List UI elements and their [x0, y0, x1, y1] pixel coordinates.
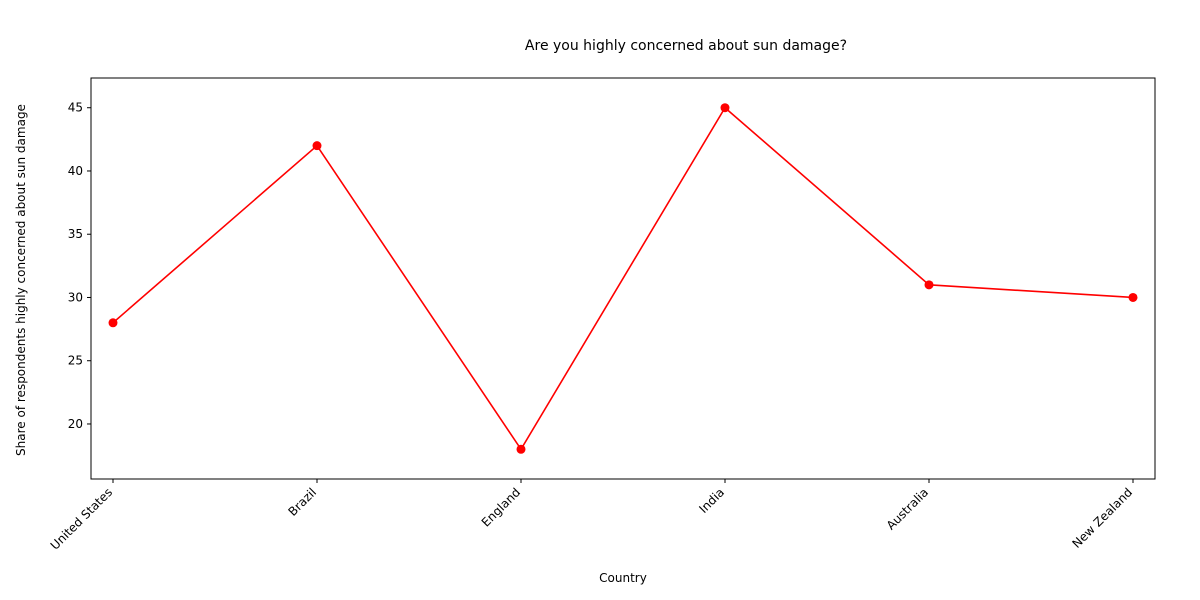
x-tick-label: Australia — [884, 485, 931, 532]
data-point — [1128, 292, 1138, 302]
y-tick-label: 20 — [68, 417, 83, 431]
series-line — [112, 106, 1134, 451]
y-tick-label: 40 — [68, 164, 83, 178]
y-tick-label: 30 — [68, 290, 83, 304]
plot-area: 20 25 30 35 40 45 United States Brazil England In… — [48, 77, 1156, 553]
data-point — [108, 318, 118, 328]
data-point — [516, 444, 526, 454]
x-tick-label: England — [479, 485, 523, 529]
y-tick-label: 25 — [68, 354, 83, 368]
y-tick-label: 35 — [68, 227, 83, 241]
chart-title: Are you highly concerned about sun damag… — [525, 38, 847, 54]
plot-frame — [90, 77, 1156, 480]
x-tick-label: Brazil — [286, 485, 320, 519]
x-tick-label: United States — [48, 485, 115, 552]
y-axis-label: Share of respondents highly concerned ab… — [14, 104, 28, 456]
x-axis-label: Country — [599, 571, 647, 585]
data-point — [924, 280, 934, 290]
y-tick-label: 45 — [68, 101, 83, 115]
data-point — [312, 141, 322, 151]
x-tick-label: India — [696, 485, 727, 516]
x-tick-label: New Zealand — [1069, 485, 1135, 551]
data-point — [720, 103, 730, 113]
